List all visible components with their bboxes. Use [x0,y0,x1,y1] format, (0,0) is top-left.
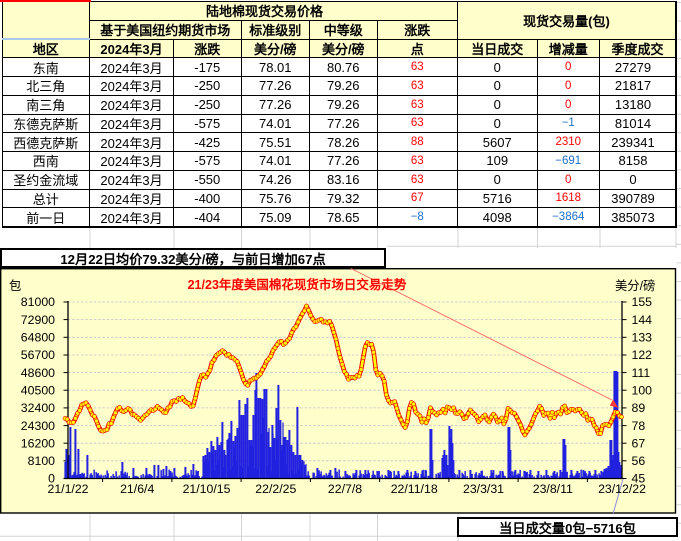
svg-text:122: 122 [632,348,653,362]
svg-text:8100: 8100 [28,454,56,468]
svg-text:21/23年度美国棉花现货市场日交易走势: 21/23年度美国棉花现货市场日交易走势 [188,277,407,292]
svg-text:111: 111 [632,366,651,380]
svg-text:24300: 24300 [21,419,55,433]
svg-text:22/7/8: 22/7/8 [328,482,362,496]
svg-text:21/10/15: 21/10/15 [183,482,231,496]
svg-text:16200: 16200 [21,436,55,450]
svg-text:45: 45 [632,472,646,486]
svg-text:32400: 32400 [21,401,55,415]
svg-text:23/3/31: 23/3/31 [463,482,504,496]
svg-text:81000: 81000 [21,295,55,309]
svg-text:22/11/18: 22/11/18 [391,482,438,496]
svg-text:133: 133 [632,331,653,345]
svg-text:56: 56 [632,454,646,468]
svg-text:155: 155 [632,295,653,309]
svg-text:89: 89 [632,401,646,415]
svg-text:22/2/25: 22/2/25 [255,482,296,496]
svg-text:21/1/22: 21/1/22 [47,482,88,496]
svg-text:包: 包 [9,279,21,293]
svg-text:40500: 40500 [21,384,55,398]
svg-text:78: 78 [632,419,646,433]
svg-text:100: 100 [632,384,653,398]
svg-text:美分/磅: 美分/磅 [615,278,655,293]
svg-text:67: 67 [632,436,646,450]
svg-text:64800: 64800 [21,331,55,345]
svg-text:23/8/11: 23/8/11 [533,482,573,496]
svg-text:72900: 72900 [21,313,55,327]
svg-text:144: 144 [632,313,653,327]
svg-text:0: 0 [48,472,55,486]
svg-text:21/6/4: 21/6/4 [120,482,154,496]
svg-text:48600: 48600 [21,366,55,380]
svg-text:56700: 56700 [21,348,55,362]
svg-text:23/12/22: 23/12/22 [598,482,646,496]
